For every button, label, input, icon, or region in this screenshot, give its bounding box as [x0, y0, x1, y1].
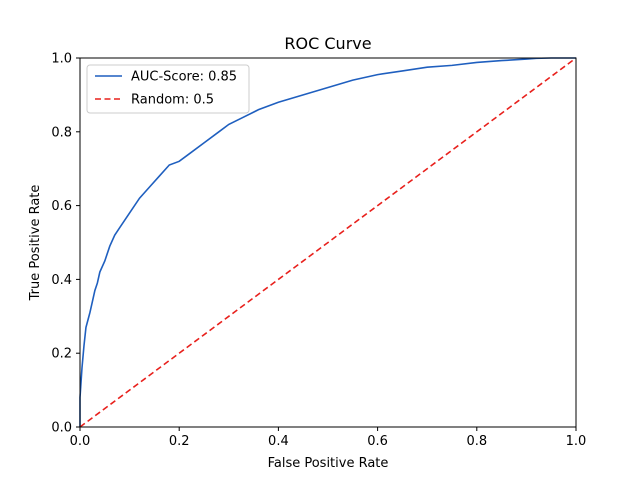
legend-label-0: AUC-Score: 0.85: [131, 70, 237, 85]
y-axis-label: True Positive Rate: [28, 185, 43, 302]
x-tick-label: 0.6: [367, 434, 388, 449]
y-tick-label: 0.8: [51, 125, 72, 140]
series-line-1: [79, 57, 577, 428]
legend-box: [86, 64, 250, 114]
x-tick-label: 0.0: [70, 434, 91, 449]
legend-label-1: Random: 0.5: [131, 93, 214, 108]
series-line-0: [79, 57, 576, 427]
x-tick-label: 0.2: [169, 434, 190, 449]
x-axis-label: False Positive Rate: [268, 456, 389, 471]
x-tick-label: 0.8: [466, 434, 487, 449]
axes-frame: [79, 57, 577, 428]
plot-area: 0.0 0.2 0.4 0.6 0.8 1.0 0.0 0.2 0.4 0.6 0.8 1.0: [51, 52, 586, 450]
y-tick-label: 0.0: [51, 421, 72, 436]
y-tick-label: 0.4: [51, 273, 72, 288]
chart-title: ROC Curve: [284, 34, 371, 53]
y-tick-label: 1.0: [51, 52, 72, 67]
x-tick-label: 1.0: [566, 434, 587, 449]
x-tick-label: 0.4: [268, 434, 289, 449]
legend: AUC-Score: 0.85 Random: 0.5: [86, 64, 250, 114]
y-tick-label: 0.6: [51, 199, 72, 214]
y-tick-label: 0.2: [51, 347, 72, 362]
